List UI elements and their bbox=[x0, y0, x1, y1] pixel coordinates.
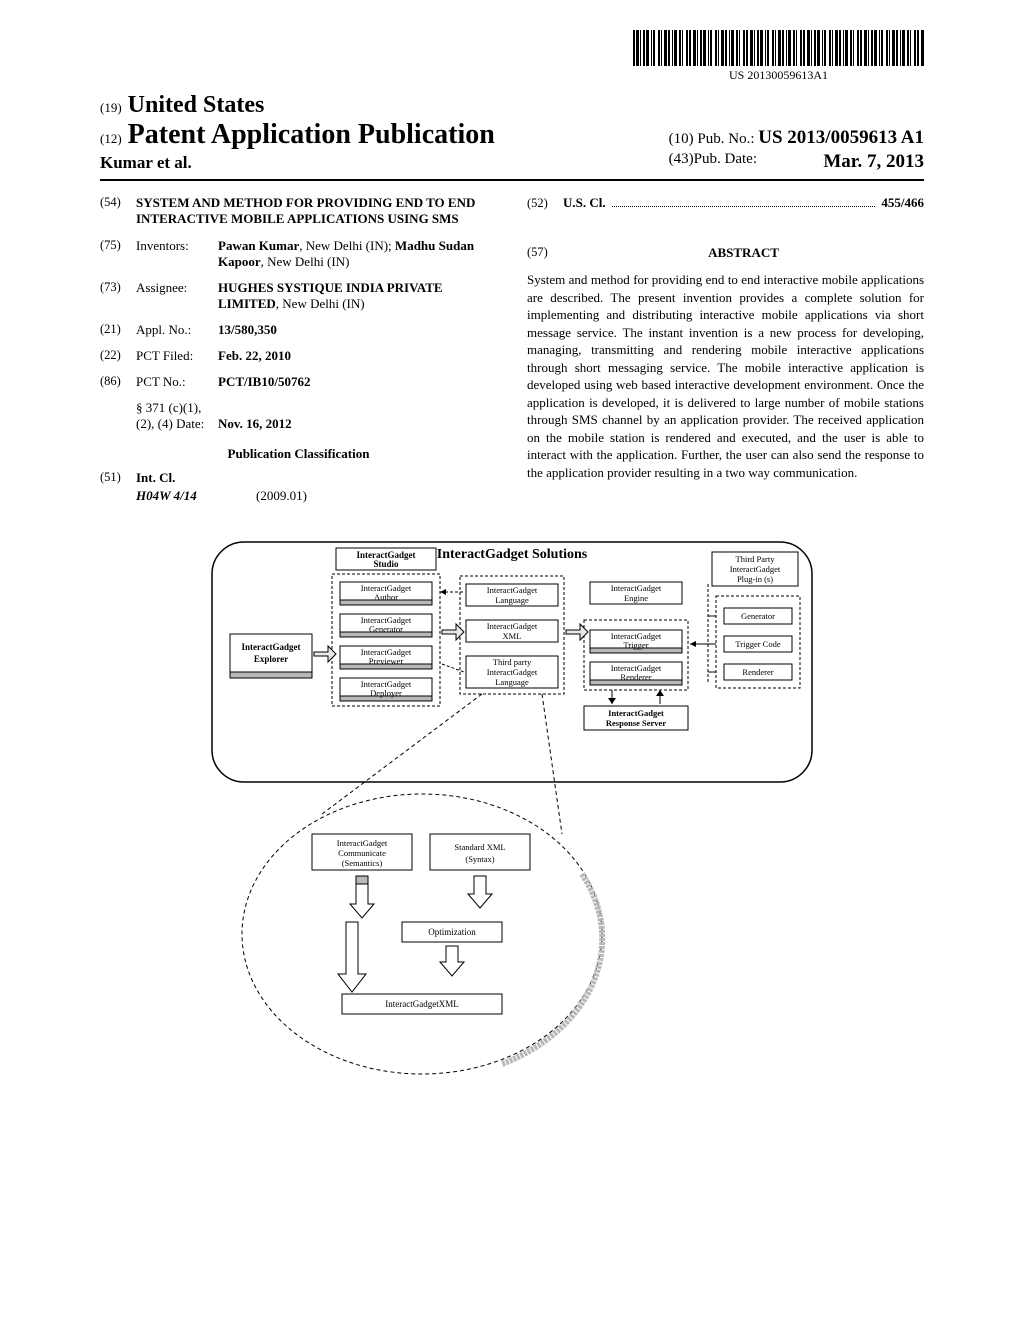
figure-svg: InteractGadget Solutions InteractGadget … bbox=[202, 534, 822, 1094]
svg-text:(Syntax): (Syntax) bbox=[465, 854, 494, 864]
inventors-code: (75) bbox=[100, 238, 136, 270]
assignee-label: Assignee: bbox=[136, 280, 218, 312]
svg-text:Language: Language bbox=[495, 677, 529, 687]
right-column: (52) U.S. Cl. 455/466 (57) ABSTRACT Syst… bbox=[527, 195, 924, 514]
barcode-region: US 20130059613A1 bbox=[100, 30, 924, 84]
svg-text:Explorer: Explorer bbox=[254, 654, 288, 664]
svg-text:InteractGadget: InteractGadget bbox=[487, 585, 538, 595]
pub-date: Mar. 7, 2013 bbox=[823, 151, 924, 173]
abstract-code: (57) bbox=[527, 245, 563, 271]
pubclass-heading: Publication Classification bbox=[100, 446, 497, 462]
s371-date: Nov. 16, 2012 bbox=[218, 416, 497, 432]
pub-date-label: Pub. Date: bbox=[694, 151, 757, 167]
svg-text:InteractGadget: InteractGadget bbox=[337, 838, 388, 848]
pctno-code: (86) bbox=[100, 374, 136, 390]
pctfiled-label: PCT Filed: bbox=[136, 348, 218, 364]
svg-text:Trigger Code: Trigger Code bbox=[735, 639, 780, 649]
applno: 13/580,350 bbox=[218, 322, 497, 338]
header: (19) United States (12) Patent Application… bbox=[100, 92, 924, 181]
inventor1-name: Pawan Kumar bbox=[218, 238, 299, 253]
intcl-year: (2009.01) bbox=[256, 488, 307, 504]
inventors-label: Inventors: bbox=[136, 238, 218, 270]
pub-no-label: Pub. No.: bbox=[697, 131, 754, 147]
pub-no-code: (10) bbox=[669, 131, 694, 147]
inventor1-loc: , New Delhi (IN); bbox=[299, 238, 395, 253]
figure-container: InteractGadget Solutions InteractGadget … bbox=[100, 534, 924, 1099]
pub-no: US 2013/0059613 A1 bbox=[758, 127, 924, 148]
pctno-label: PCT No.: bbox=[136, 374, 218, 390]
header-authors: Kumar et al. bbox=[100, 153, 495, 173]
svg-text:InteractGadget: InteractGadget bbox=[487, 667, 538, 677]
svg-text:Author: Author bbox=[374, 592, 398, 602]
assignee-code: (73) bbox=[100, 280, 136, 312]
svg-text:Studio: Studio bbox=[373, 559, 399, 569]
title-code: (54) bbox=[100, 195, 136, 228]
svg-text:Optimization: Optimization bbox=[428, 927, 476, 937]
applno-code: (21) bbox=[100, 322, 136, 338]
uscl-value: 455/466 bbox=[881, 195, 924, 211]
s371-label: § 371 (c)(1), (2), (4) Date: bbox=[136, 400, 218, 432]
svg-text:Third Party: Third Party bbox=[736, 554, 776, 564]
figure-title: InteractGadget Solutions bbox=[437, 547, 588, 562]
svg-text:Renderer: Renderer bbox=[742, 667, 773, 677]
uscl-label: U.S. Cl. bbox=[563, 195, 606, 211]
pctfiled-code: (22) bbox=[100, 348, 136, 364]
svg-text:Language: Language bbox=[495, 595, 529, 605]
svg-text:XML: XML bbox=[503, 631, 522, 641]
svg-text:Standard XML: Standard XML bbox=[454, 842, 505, 852]
intcl-class: H04W 4/14 bbox=[136, 488, 256, 504]
intcl-code: (51) bbox=[100, 470, 136, 486]
barcode-bars bbox=[633, 30, 924, 66]
left-column: (54) SYSTEM AND METHOD FOR PROVIDING END… bbox=[100, 195, 497, 514]
svg-text:Previewer: Previewer bbox=[369, 656, 404, 666]
svg-text:InteractGadget: InteractGadget bbox=[608, 708, 664, 718]
svg-text:Plug-in (s): Plug-in (s) bbox=[737, 574, 773, 584]
svg-text:InteractGadget: InteractGadget bbox=[611, 583, 662, 593]
assignee-loc: , New Delhi (IN) bbox=[276, 296, 365, 311]
country: United States bbox=[128, 92, 265, 118]
pub-type-code: (12) bbox=[100, 131, 122, 146]
pub-type: Patent Application Publication bbox=[128, 119, 495, 150]
svg-text:Communicate: Communicate bbox=[338, 848, 386, 858]
abstract-text: System and method for providing end to e… bbox=[527, 271, 924, 482]
svg-text:Renderer: Renderer bbox=[620, 672, 651, 682]
uscl-dots bbox=[612, 206, 876, 207]
svg-text:InteractGadgetXML: InteractGadgetXML bbox=[385, 999, 458, 1009]
svg-text:InteractGadget: InteractGadget bbox=[242, 642, 301, 652]
svg-text:Trigger: Trigger bbox=[623, 640, 648, 650]
applno-label: Appl. No.: bbox=[136, 322, 218, 338]
svg-text:InteractGadget: InteractGadget bbox=[487, 621, 538, 631]
invention-title: SYSTEM AND METHOD FOR PROVIDING END TO E… bbox=[136, 195, 497, 228]
svg-text:Generator: Generator bbox=[741, 611, 775, 621]
country-code: (19) bbox=[100, 100, 122, 115]
svg-text:Response Server: Response Server bbox=[606, 718, 666, 728]
pctno: PCT/IB10/50762 bbox=[218, 374, 497, 390]
svg-text:Engine: Engine bbox=[624, 593, 648, 603]
barcode-text: US 20130059613A1 bbox=[633, 68, 924, 83]
uscl-code: (52) bbox=[527, 196, 563, 211]
inventor2-loc: , New Delhi (IN) bbox=[261, 254, 350, 269]
svg-text:(Semantics): (Semantics) bbox=[342, 858, 383, 868]
svg-text:InteractGadget: InteractGadget bbox=[730, 564, 781, 574]
intcl-label: Int. Cl. bbox=[136, 470, 497, 486]
svg-text:Generator: Generator bbox=[369, 624, 403, 634]
abstract-heading: ABSTRACT bbox=[563, 245, 924, 261]
svg-text:Deployer: Deployer bbox=[370, 688, 402, 698]
svg-text:Third party: Third party bbox=[493, 657, 532, 667]
pctfiled: Feb. 22, 2010 bbox=[218, 348, 497, 364]
pub-date-code: (43) bbox=[669, 151, 694, 167]
